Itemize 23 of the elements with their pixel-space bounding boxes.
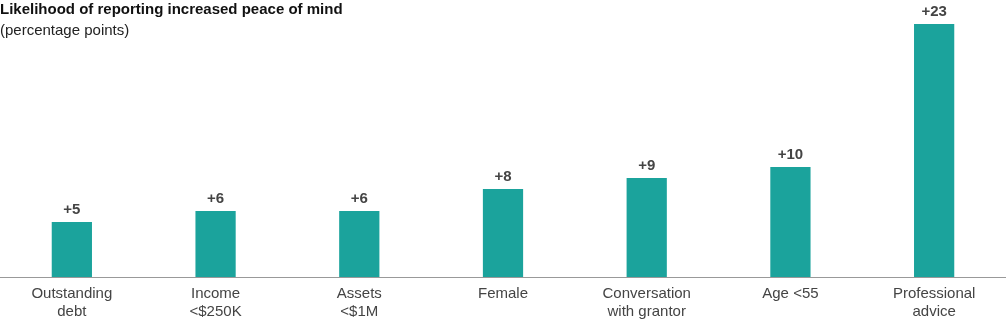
bar [770,167,811,277]
x-tick-label: Assets <$1M [336,284,382,320]
bar [339,211,380,277]
x-tick-label: Outstanding debt [31,284,113,320]
data-label: +6 [350,188,368,206]
bar [626,178,667,277]
bar [195,211,236,277]
data-label: +9 [638,155,656,173]
data-label: +6 [207,188,225,206]
bar [51,222,92,277]
x-tick-label: Income <$250K [189,284,242,320]
x-tick-label: Female [477,284,529,302]
x-tick-label: Age <55 [762,284,819,302]
chart-title: Likelihood of reporting increased peace of mind [0,0,343,17]
data-label: +8 [494,166,512,184]
x-tick-label: Conversation with grantor [602,284,691,320]
chart-subtitle: (percentage points) [0,21,130,38]
data-label: +23 [921,1,947,19]
data-label: +10 [777,144,804,162]
bar [914,24,955,277]
bar [482,189,524,277]
x-tick-label: Professional advice [892,284,976,320]
data-label: +5 [63,199,81,217]
